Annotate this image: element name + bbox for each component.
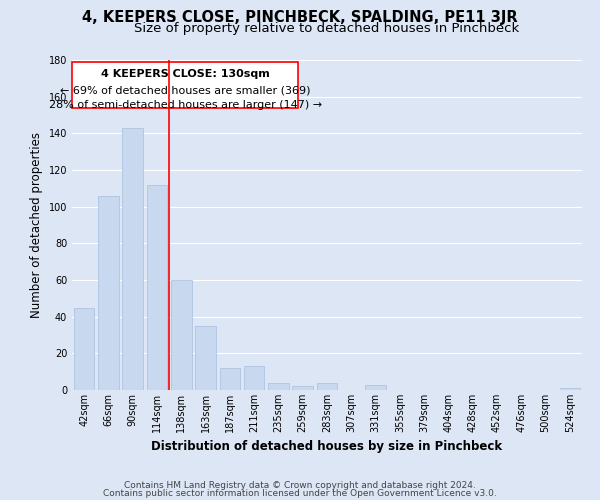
Text: 28% of semi-detached houses are larger (147) →: 28% of semi-detached houses are larger (… — [49, 100, 322, 110]
Text: 4, KEEPERS CLOSE, PINCHBECK, SPALDING, PE11 3JR: 4, KEEPERS CLOSE, PINCHBECK, SPALDING, P… — [82, 10, 518, 25]
Bar — [220, 368, 240, 390]
Bar — [195, 326, 216, 390]
FancyBboxPatch shape — [73, 62, 298, 108]
Text: 4 KEEPERS CLOSE: 130sqm: 4 KEEPERS CLOSE: 130sqm — [101, 69, 269, 79]
Text: ← 69% of detached houses are smaller (369): ← 69% of detached houses are smaller (36… — [60, 86, 310, 96]
Text: Contains HM Land Registry data © Crown copyright and database right 2024.: Contains HM Land Registry data © Crown c… — [124, 481, 476, 490]
Title: Size of property relative to detached houses in Pinchbeck: Size of property relative to detached ho… — [134, 22, 520, 35]
Bar — [98, 196, 119, 390]
Bar — [122, 128, 143, 390]
Bar — [292, 386, 313, 390]
Bar — [146, 184, 167, 390]
Bar — [268, 382, 289, 390]
Bar — [317, 382, 337, 390]
Bar — [560, 388, 580, 390]
X-axis label: Distribution of detached houses by size in Pinchbeck: Distribution of detached houses by size … — [151, 440, 503, 454]
Bar — [244, 366, 265, 390]
Text: Contains public sector information licensed under the Open Government Licence v3: Contains public sector information licen… — [103, 488, 497, 498]
Bar — [74, 308, 94, 390]
Bar — [171, 280, 191, 390]
Bar — [365, 384, 386, 390]
Y-axis label: Number of detached properties: Number of detached properties — [30, 132, 43, 318]
